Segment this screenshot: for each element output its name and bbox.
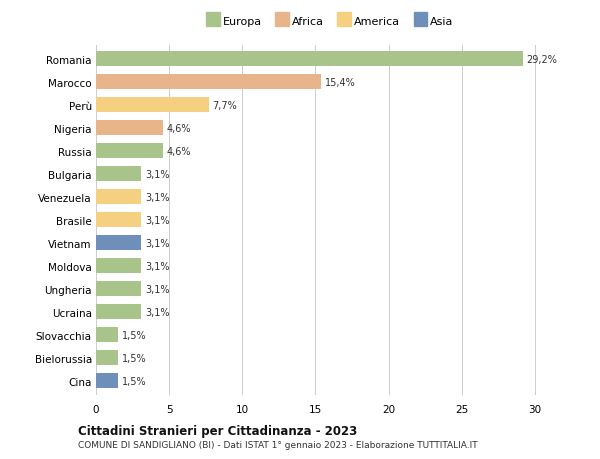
Text: 3,1%: 3,1% bbox=[145, 307, 169, 317]
Text: 7,7%: 7,7% bbox=[212, 101, 237, 111]
Text: 4,6%: 4,6% bbox=[167, 146, 191, 157]
Bar bbox=[96, 328, 118, 342]
Text: 15,4%: 15,4% bbox=[325, 78, 356, 88]
Text: 3,1%: 3,1% bbox=[145, 238, 169, 248]
Text: 3,1%: 3,1% bbox=[145, 284, 169, 294]
Bar bbox=[96, 75, 321, 90]
Bar bbox=[96, 374, 118, 388]
Bar bbox=[96, 259, 142, 274]
Text: 3,1%: 3,1% bbox=[145, 192, 169, 202]
Bar bbox=[96, 236, 142, 251]
Text: 1,5%: 1,5% bbox=[122, 330, 146, 340]
Bar bbox=[96, 282, 142, 297]
Bar bbox=[96, 52, 523, 67]
Text: 1,5%: 1,5% bbox=[122, 353, 146, 363]
Text: Cittadini Stranieri per Cittadinanza - 2023: Cittadini Stranieri per Cittadinanza - 2… bbox=[78, 424, 357, 437]
Bar bbox=[96, 98, 209, 113]
Bar bbox=[96, 167, 142, 182]
Legend: Europa, Africa, America, Asia: Europa, Africa, America, Asia bbox=[206, 17, 454, 28]
Text: COMUNE DI SANDIGLIANO (BI) - Dati ISTAT 1° gennaio 2023 - Elaborazione TUTTITALI: COMUNE DI SANDIGLIANO (BI) - Dati ISTAT … bbox=[78, 441, 478, 449]
Text: 4,6%: 4,6% bbox=[167, 123, 191, 134]
Bar bbox=[96, 190, 142, 205]
Text: 3,1%: 3,1% bbox=[145, 169, 169, 179]
Bar bbox=[96, 144, 163, 159]
Text: 3,1%: 3,1% bbox=[145, 215, 169, 225]
Text: 3,1%: 3,1% bbox=[145, 261, 169, 271]
Bar bbox=[96, 305, 142, 319]
Text: 29,2%: 29,2% bbox=[527, 55, 557, 65]
Text: 1,5%: 1,5% bbox=[122, 376, 146, 386]
Bar bbox=[96, 213, 142, 228]
Bar bbox=[96, 121, 163, 136]
Bar bbox=[96, 351, 118, 365]
